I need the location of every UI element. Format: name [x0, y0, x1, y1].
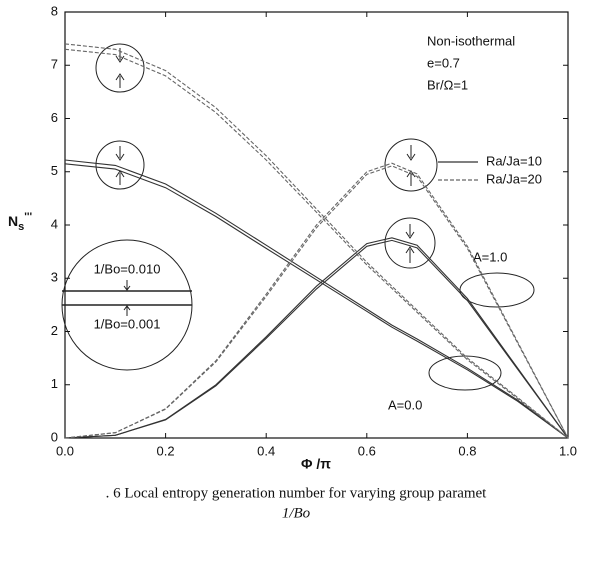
y-tick-label: 5 [51, 163, 58, 178]
legend-label: Ra/Ja=10 [486, 153, 542, 168]
x-tick-label: 1.0 [559, 443, 577, 458]
legend-label: Ra/Ja=20 [486, 171, 542, 186]
line [64, 163, 569, 439]
caption: . 6 Local entropy generation number for … [106, 485, 488, 501]
annotation: e=0.7 [427, 55, 460, 70]
annotation: 1/Bo=0.001 [94, 316, 161, 331]
line [64, 162, 569, 439]
y-tick-label: 2 [51, 323, 58, 338]
annotation: A=0.0 [388, 397, 422, 412]
y-label-main: N [8, 213, 18, 229]
x-tick-label: 0.6 [358, 443, 376, 458]
line [64, 43, 569, 439]
markers [61, 43, 535, 391]
y-tick-label: 8 [51, 3, 58, 18]
line [64, 165, 569, 439]
line [64, 239, 569, 439]
y-tick-label: 3 [51, 270, 58, 285]
y-tick-label: 7 [51, 57, 58, 72]
y-tick-label: 6 [51, 110, 58, 125]
annotation: Non-isothermal [427, 33, 515, 48]
line [64, 48, 569, 439]
y-tick-label: 4 [51, 216, 58, 231]
annotation: 1/Bo=0.010 [94, 261, 161, 276]
x-tick-label: 0.0 [56, 443, 74, 458]
y-tick-label: 1 [51, 376, 58, 391]
annotation: Br/Ω=1 [427, 77, 468, 92]
line [64, 159, 569, 439]
y-label-sub: s [18, 221, 24, 233]
y-axis-label: Ns''' [8, 211, 32, 233]
annotation: A=1.0 [473, 249, 507, 264]
x-axis-label: Φ /π [301, 456, 331, 472]
y-tick-label: 0 [51, 429, 58, 444]
caption: 1/Bo [282, 505, 311, 521]
x-tick-label: 0.8 [458, 443, 476, 458]
y-label-sup: ''' [24, 211, 32, 223]
x-tick-label: 0.4 [257, 443, 275, 458]
x-tick-label: 0.2 [157, 443, 175, 458]
